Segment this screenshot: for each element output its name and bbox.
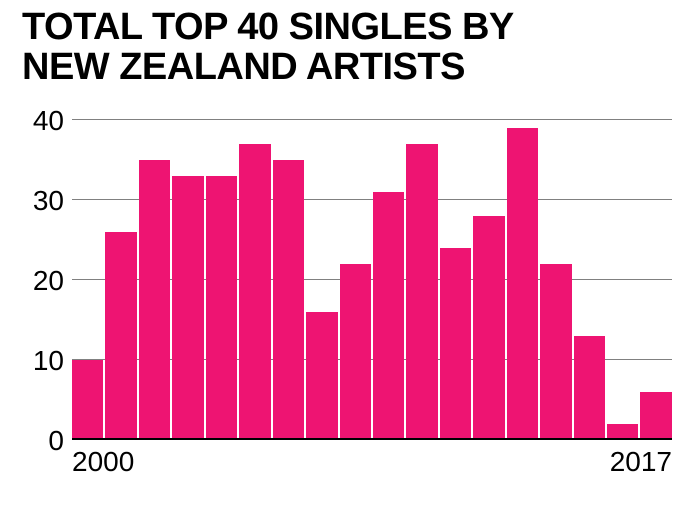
- title-line-1: TOTAL TOP 40 SINGLES BY: [22, 6, 514, 48]
- y-tick-label: 0: [22, 425, 64, 457]
- bar: [105, 232, 136, 440]
- bar: [540, 264, 571, 440]
- bar: [172, 176, 203, 440]
- chart-area: 010203040 2000 2017: [22, 110, 677, 490]
- x-axis-baseline: [72, 438, 672, 440]
- bars-group: [72, 120, 672, 440]
- y-tick-label: 10: [22, 345, 64, 377]
- bar: [273, 160, 304, 440]
- bar: [206, 176, 237, 440]
- chart-container: TOTAL TOP 40 SINGLES BY NEW ZEALAND ARTI…: [0, 0, 699, 511]
- bar: [473, 216, 504, 440]
- y-tick-label: 20: [22, 265, 64, 297]
- bar: [239, 144, 270, 440]
- plot-area: [72, 120, 672, 440]
- bar: [640, 392, 671, 440]
- bar: [373, 192, 404, 440]
- bar: [507, 128, 538, 440]
- bar: [306, 312, 337, 440]
- y-tick-label: 30: [22, 185, 64, 217]
- bar: [406, 144, 437, 440]
- x-axis-start-label: 2000: [72, 446, 134, 478]
- bar: [139, 160, 170, 440]
- title-line-2: NEW ZEALAND ARTISTS: [22, 46, 465, 88]
- x-axis-end-label: 2017: [610, 446, 672, 478]
- bar: [340, 264, 371, 440]
- y-tick-label: 40: [22, 105, 64, 137]
- bar: [440, 248, 471, 440]
- chart-title: TOTAL TOP 40 SINGLES BY NEW ZEALAND ARTI…: [22, 8, 514, 88]
- bar: [574, 336, 605, 440]
- bar: [72, 360, 103, 440]
